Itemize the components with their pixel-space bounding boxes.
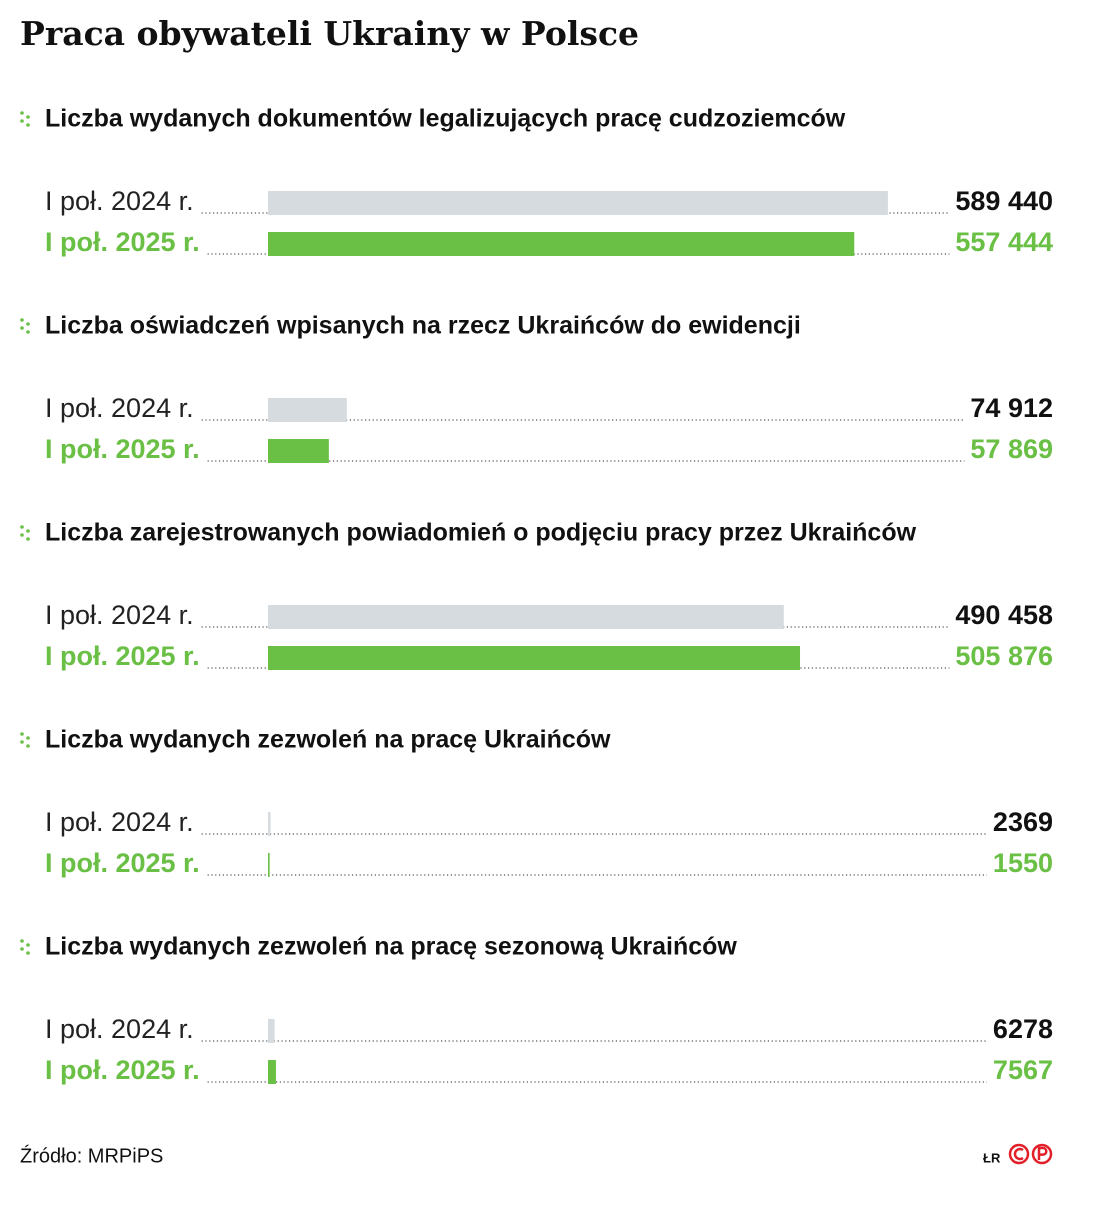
- category-label: I poł. 2024 r.: [45, 1014, 194, 1044]
- value-label: 74 912: [970, 393, 1053, 423]
- panel: Liczba wydanych zezwoleń na pracę Ukraiń…: [20, 726, 1053, 878]
- panel-title: Liczba zarejestrowanych powiadomień o po…: [45, 519, 917, 547]
- bullet-dot: [20, 525, 24, 529]
- panel: Liczba wydanych dokumentów legalizującyc…: [20, 105, 1053, 257]
- chart-title: Praca obywateli Ukrainy w Polsce: [20, 14, 639, 53]
- panel: Liczba wydanych zezwoleń na pracę sezono…: [20, 933, 1053, 1085]
- bar: [268, 605, 784, 629]
- category-label: I poł. 2024 r.: [45, 600, 194, 630]
- value-label: 57 869: [970, 434, 1053, 464]
- bullet-dot: [26, 529, 30, 533]
- panel-title: Liczba wydanych zezwoleń na pracę sezono…: [45, 933, 737, 961]
- value-label: 6278: [993, 1014, 1053, 1044]
- panel: Liczba oświadczeń wpisanych na rzecz Ukr…: [20, 312, 1053, 464]
- panel-title: Liczba wydanych dokumentów legalizującyc…: [45, 105, 846, 133]
- credit: ŁR: [983, 1150, 1001, 1165]
- bullet-dot: [20, 111, 24, 115]
- bar: [268, 232, 855, 256]
- bullet-dot: [26, 537, 30, 541]
- bullet-dot: [20, 119, 24, 123]
- logo: [1008, 1143, 1053, 1165]
- category-label: I poł. 2025 r.: [45, 641, 200, 671]
- value-label: 557 444: [955, 227, 1053, 257]
- bar: [268, 1019, 275, 1043]
- bullet-dot: [26, 744, 30, 748]
- value-label: 490 458: [955, 600, 1053, 630]
- bullet-dot: [26, 123, 30, 127]
- panel-title: Liczba wydanych zezwoleń na pracę Ukraiń…: [45, 726, 611, 754]
- bullet-dot: [26, 943, 30, 947]
- bar: [268, 191, 888, 215]
- panel-title: Liczba oświadczeń wpisanych na rzecz Ukr…: [45, 312, 801, 340]
- bullet-dot: [20, 533, 24, 537]
- source: Źródło: MRPiPS: [20, 1144, 163, 1167]
- value-label: 2369: [993, 807, 1053, 837]
- bar: [268, 853, 270, 877]
- bullet-dot: [26, 330, 30, 334]
- bar: [268, 646, 801, 670]
- bullet-dot: [26, 115, 30, 119]
- bullet-dot: [20, 732, 24, 736]
- bullet-dot: [20, 326, 24, 330]
- category-label: I poł. 2024 r.: [45, 393, 194, 423]
- bar: [268, 398, 347, 422]
- bullet-dot: [20, 740, 24, 744]
- bullet-dot: [26, 951, 30, 955]
- bullet-dot: [26, 322, 30, 326]
- panel: Liczba zarejestrowanych powiadomień o po…: [20, 519, 1053, 671]
- bar: [268, 439, 329, 463]
- bullet-dot: [20, 318, 24, 322]
- category-label: I poł. 2025 r.: [45, 434, 200, 464]
- value-label: 589 440: [955, 186, 1053, 216]
- bar: [268, 1060, 276, 1084]
- category-label: I poł. 2025 r.: [45, 848, 200, 878]
- category-label: I poł. 2024 r.: [45, 807, 194, 837]
- bullet-dot: [20, 947, 24, 951]
- value-label: 505 876: [955, 641, 1053, 671]
- category-label: I poł. 2024 r.: [45, 186, 194, 216]
- bullet-dot: [20, 939, 24, 943]
- value-label: 7567: [993, 1055, 1053, 1085]
- category-label: I poł. 2025 r.: [45, 227, 200, 257]
- value-label: 1550: [993, 848, 1053, 878]
- bar: [268, 812, 271, 836]
- bullet-dot: [26, 736, 30, 740]
- category-label: I poł. 2025 r.: [45, 1055, 200, 1085]
